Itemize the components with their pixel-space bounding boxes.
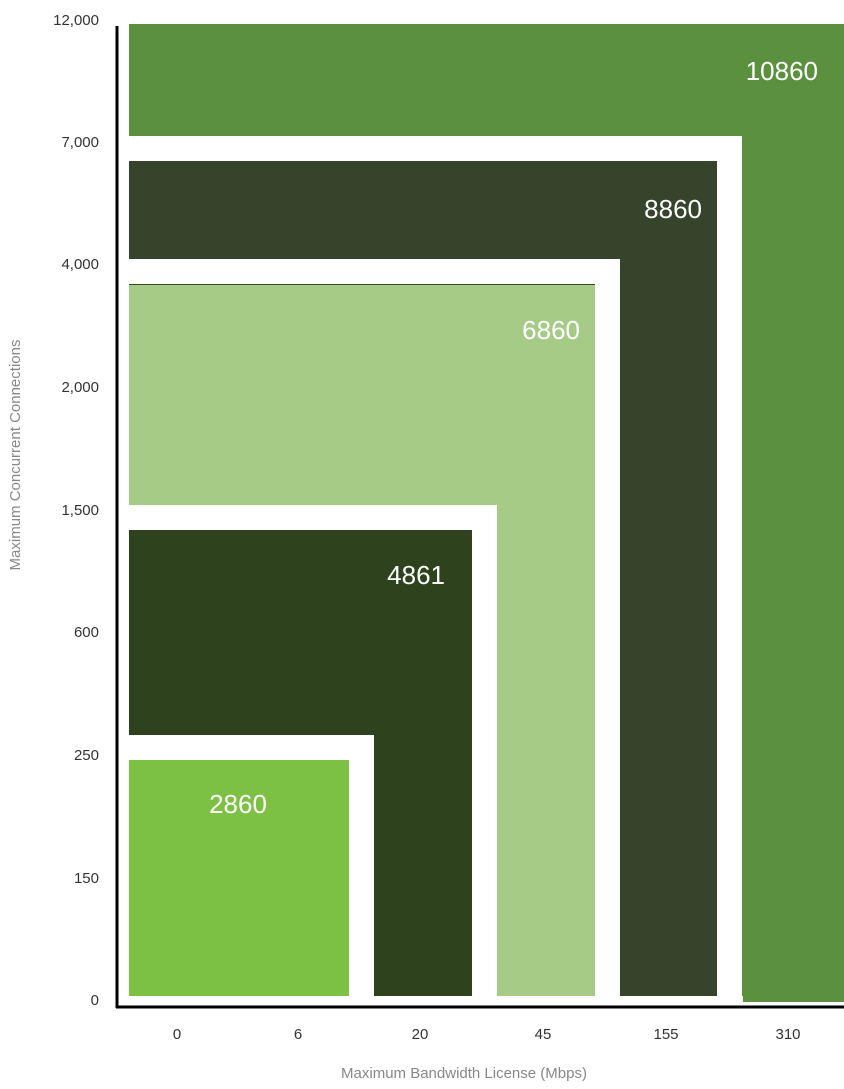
model-block-2860 <box>129 760 349 996</box>
y-tick-label: 0 <box>91 992 99 1009</box>
model-label-8860: 8860 <box>644 194 702 224</box>
block-gap-vertical <box>595 259 620 1004</box>
model-label-2860: 2860 <box>209 789 267 819</box>
y-axis-title: Maximum Concurrent Connections <box>7 340 24 571</box>
y-tick-label: 1,500 <box>61 502 99 519</box>
model-label-10860: 10860 <box>746 56 818 86</box>
y-tick-label: 4,000 <box>61 256 99 273</box>
x-tick-label: 0 <box>173 1026 181 1043</box>
model-blocks <box>129 24 844 1006</box>
block-gap-vertical <box>349 735 374 1004</box>
bottom-gap <box>129 996 743 1006</box>
block-gap-horizontal <box>129 259 620 284</box>
y-tick-labels: 0 150 250 600 1,500 2,000 4,000 7,000 12,000 <box>53 12 99 1009</box>
x-tick-label: 20 <box>412 1026 429 1043</box>
block-gap-vertical <box>472 505 497 1004</box>
y-tick-label: 2,000 <box>61 379 99 396</box>
x-tick-label: 45 <box>535 1026 552 1043</box>
x-axis-title: Maximum Bandwidth License (Mbps) <box>341 1065 587 1082</box>
y-tick-label: 12,000 <box>53 12 99 29</box>
y-tick-label: 150 <box>74 870 99 887</box>
x-tick-labels: 0 6 20 45 155 310 <box>173 1026 801 1043</box>
x-tick-label: 155 <box>653 1026 678 1043</box>
block-gap-horizontal <box>129 735 374 760</box>
x-tick-label: 6 <box>294 1026 302 1043</box>
model-label-4861: 4861 <box>387 560 445 590</box>
block-gap-vertical <box>717 136 742 1004</box>
y-tick-label: 7,000 <box>61 134 99 151</box>
x-tick-label: 310 <box>775 1026 800 1043</box>
block-gap-horizontal <box>129 136 742 161</box>
model-label-6860: 6860 <box>522 315 580 345</box>
block-gap-horizontal <box>129 505 497 530</box>
y-tick-label: 250 <box>74 747 99 764</box>
model-labels: 10860 8860 6860 4861 2860 <box>209 56 818 819</box>
y-tick-label: 600 <box>74 624 99 641</box>
